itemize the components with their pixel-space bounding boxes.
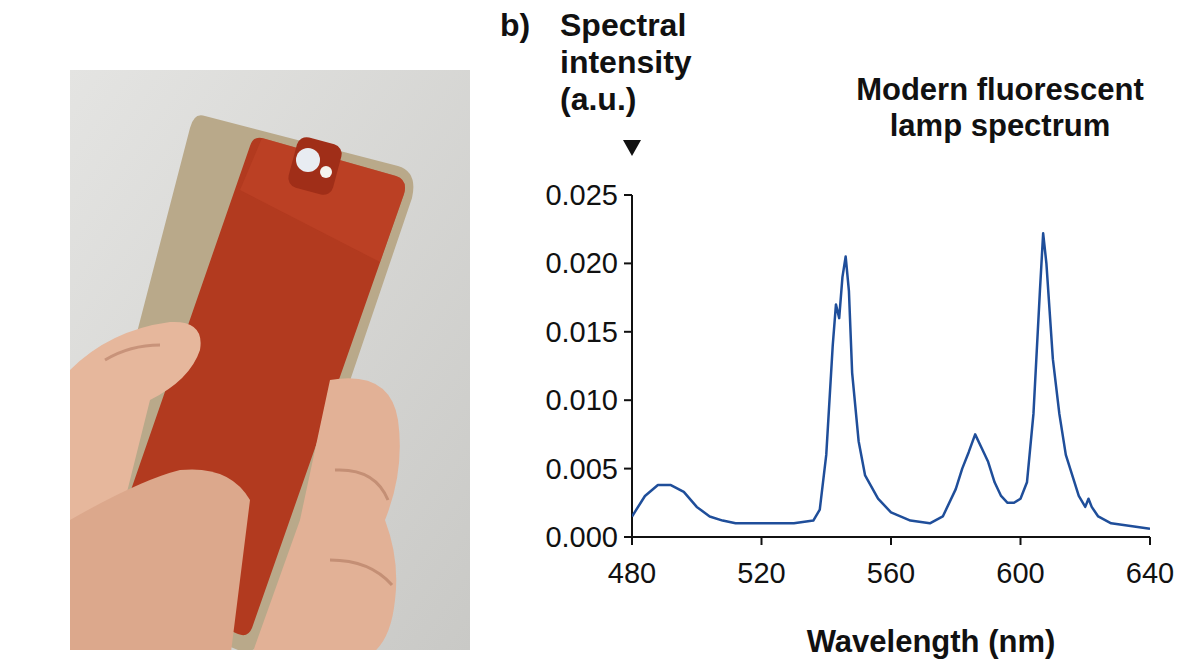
hand-fingers [250,378,400,650]
y-tick-label: 0.025 [545,179,618,211]
x-tick-label: 520 [737,557,785,589]
y-tick [624,399,632,401]
y-axis-line [631,195,633,537]
finger-crease [335,470,388,500]
y-axis-title: Spectralintensity(a.u.) [560,7,692,117]
x-tick [890,537,892,545]
y-axis-title-line: intensity [560,44,692,80]
x-axis-title: Wavelength (nm) [807,624,1056,659]
thumb-nail [105,345,160,360]
spectrum-line [632,233,1150,528]
x-tick [631,537,633,545]
x-tick-label: 480 [608,557,656,589]
y-tick-label: 0.000 [545,521,618,553]
y-tick-label: 0.005 [545,453,618,485]
y-tick [624,262,632,264]
x-tick [1020,537,1022,545]
hand-palm [70,469,250,650]
y-tick [624,194,632,196]
chart-title-line: Modern fluorescent [856,72,1144,107]
camera-bump [286,135,344,197]
camera-lens [296,148,320,172]
y-tick [624,536,632,538]
y-tick [624,468,632,470]
y-axis-title-line: (a.u.) [560,81,636,117]
x-tick [761,537,763,545]
chart-title: Modern fluorescentlamp spectrum [856,72,1144,143]
x-tick [1149,537,1151,545]
panel-label: b) [500,7,530,43]
y-tick-label: 0.010 [545,384,618,416]
plot-area [632,233,1150,528]
y-tick [624,331,632,333]
x-tick-label: 600 [996,557,1044,589]
y-tick-label: 0.015 [545,316,618,348]
chart-title-line: lamp spectrum [890,108,1111,143]
finger-crease [330,560,392,585]
x-tick-label: 560 [867,557,915,589]
x-tick-label: 640 [1126,557,1174,589]
figure: b) Spectralintensity(a.u.) Modern fluoresc… [0,0,1200,667]
y-axis-title-line: Spectral [560,7,686,43]
y-tick-label: 0.020 [545,247,618,279]
y-axis-arrow [623,140,641,156]
chart: b) Spectralintensity(a.u.) Modern fluoresc… [500,7,1174,659]
photo [70,70,470,650]
camera-flash [320,166,332,178]
